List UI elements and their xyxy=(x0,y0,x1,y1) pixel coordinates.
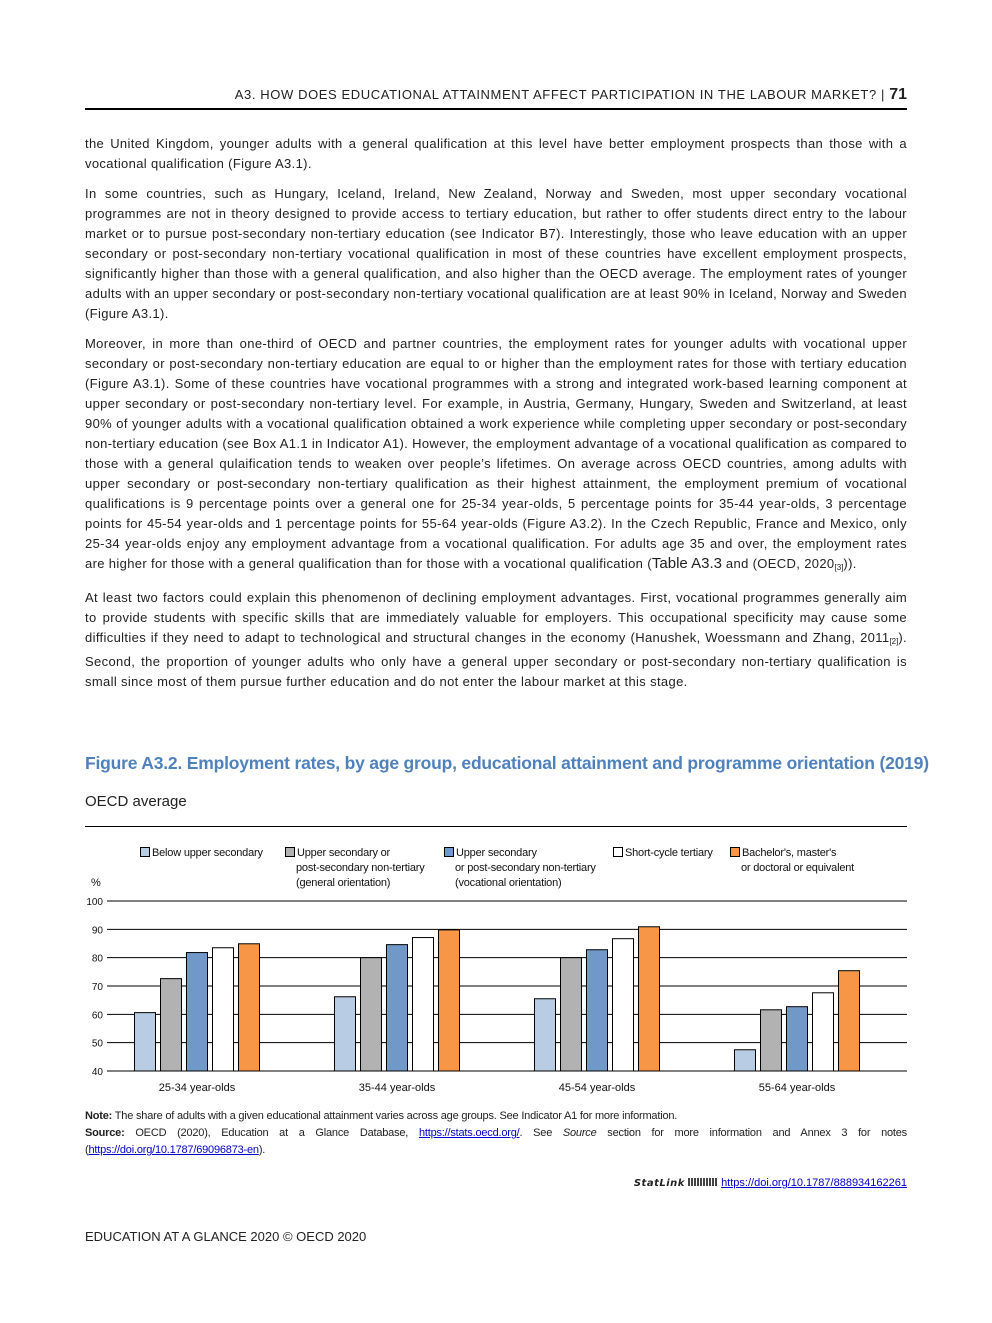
bar xyxy=(134,1012,156,1072)
citation-marker[interactable]: [2] xyxy=(889,637,899,646)
paragraph: the United Kingdom, younger adults with … xyxy=(85,136,907,171)
y-tick-label: 40 xyxy=(92,1067,104,1078)
page-number: 71 xyxy=(889,86,907,103)
running-header: A3. HOW DOES EDUCATIONAL ATTAINMENT AFFE… xyxy=(85,86,907,110)
legend-label: or post-secondary non-tertiary xyxy=(455,862,596,874)
bar xyxy=(812,992,834,1072)
note-label: Note: xyxy=(85,1110,113,1122)
figure-subtitle: OECD average xyxy=(85,793,187,810)
legend-label: Bachelor's, master's xyxy=(742,847,837,859)
legend-label: (general orientation) xyxy=(296,877,391,889)
y-tick-label: 80 xyxy=(92,954,104,965)
legend-swatch xyxy=(285,847,295,857)
source-text: . See xyxy=(519,1127,563,1139)
legend-label: Short-cycle tertiary xyxy=(625,847,713,859)
note-text: The share of adults with a given educati… xyxy=(112,1110,678,1122)
table-reference-link[interactable]: Table A3.3 xyxy=(651,555,722,572)
statlink-url[interactable]: https://doi.org/10.1787/888934162261 xyxy=(721,1177,907,1189)
figure-title: Figure A3.2. Employment rates, by age gr… xyxy=(85,753,929,773)
citation-marker[interactable]: [3] xyxy=(834,563,844,572)
legend-item: Short-cycle tertiary xyxy=(613,846,713,861)
text: ). Second, the proportion of younger adu… xyxy=(85,630,907,689)
legend-label: Upper secondary xyxy=(456,847,537,859)
source-label: Source: xyxy=(85,1127,125,1139)
legend-swatch xyxy=(444,847,454,857)
bar xyxy=(612,938,634,1072)
text: At least two factors could explain this … xyxy=(85,590,907,645)
legend-label: post-secondary non-tertiary xyxy=(296,862,425,874)
legend-item: Bachelor's, master's or doctoral or equiv… xyxy=(730,846,854,876)
bar xyxy=(838,970,860,1072)
paragraph: In some countries, such as Hungary, Icel… xyxy=(85,186,907,321)
y-tick-label: 100 xyxy=(86,897,103,908)
x-tick-label: 55-64 year-olds xyxy=(759,1082,836,1094)
bar xyxy=(360,957,382,1072)
bar xyxy=(160,978,182,1072)
y-tick-label: 90 xyxy=(92,925,104,936)
legend-swatch xyxy=(613,847,623,857)
legend-label: Upper secondary or xyxy=(297,847,391,859)
bar xyxy=(334,996,356,1072)
legend-swatch xyxy=(730,847,740,857)
bar xyxy=(238,943,260,1072)
legend-item: Below upper secondary xyxy=(140,846,263,861)
statlink: StatLink https://doi.org/10.1787/8889341… xyxy=(634,1177,907,1189)
legend-label: Below upper secondary xyxy=(152,847,263,859)
bar xyxy=(734,1049,756,1072)
y-tick-label: 70 xyxy=(92,982,104,993)
legend-item: Upper secondary or post-secondary non-ter… xyxy=(285,846,425,891)
figure-notes: Note: The share of adults with a given e… xyxy=(85,1108,907,1159)
bar xyxy=(638,926,660,1072)
bar xyxy=(386,944,408,1072)
bar xyxy=(534,998,556,1072)
bar xyxy=(586,949,608,1072)
text: Moreover, in more than one-third of OECD… xyxy=(85,336,907,571)
source-text: ). xyxy=(258,1144,266,1156)
paragraph: At least two factors could explain this … xyxy=(85,588,907,692)
y-tick-label: 50 xyxy=(92,1039,104,1050)
x-tick-label: 35-44 year-olds xyxy=(359,1082,436,1094)
bar-chart: 100 90 80 70 60 50 40 25-34 year-olds 35-44 year… xyxy=(86,897,907,1094)
source-text: Source xyxy=(562,1127,597,1139)
statlink-icon xyxy=(688,1178,718,1186)
source-link[interactable]: https://stats.oecd.org/ xyxy=(418,1127,520,1139)
source-text: OECD (2020), Education at a Glance Datab… xyxy=(124,1127,419,1139)
text: )). xyxy=(843,556,857,571)
y-axis-label: % xyxy=(91,877,101,889)
bar xyxy=(212,947,234,1072)
y-tick-label: 60 xyxy=(92,1010,104,1021)
x-tick-label: 25-34 year-olds xyxy=(159,1082,236,1094)
text: and (OECD, 2020 xyxy=(721,556,835,571)
paragraph: Moreover, in more than one-third of OECD… xyxy=(85,334,907,578)
notes-link[interactable]: https://doi.org/10.1787/69096873-en xyxy=(88,1144,259,1156)
legend-label: or doctoral or equivalent xyxy=(741,862,855,874)
page-footer: EDUCATION AT A GLANCE 2020 © OECD 2020 xyxy=(85,1229,367,1244)
x-tick-label: 45-54 year-olds xyxy=(559,1082,636,1094)
source-text: section for more information and Annex 3… xyxy=(85,1127,907,1156)
figure-divider xyxy=(85,826,907,827)
bar xyxy=(412,937,434,1072)
legend-swatch xyxy=(140,847,150,857)
legend-item: Upper secondary or post-secondary non-ter… xyxy=(444,846,596,891)
header-title: A3. HOW DOES EDUCATIONAL ATTAINMENT AFFE… xyxy=(234,87,877,102)
header-separator: | xyxy=(881,87,885,102)
statlink-logo: StatLink xyxy=(633,1178,685,1189)
legend-label: (vocational orientation) xyxy=(455,877,562,889)
bar xyxy=(560,957,582,1072)
bar xyxy=(438,929,460,1072)
bar xyxy=(760,1009,782,1072)
body-text: the United Kingdom, younger adults with … xyxy=(85,134,907,702)
bar xyxy=(786,1006,808,1072)
bar xyxy=(186,952,208,1072)
